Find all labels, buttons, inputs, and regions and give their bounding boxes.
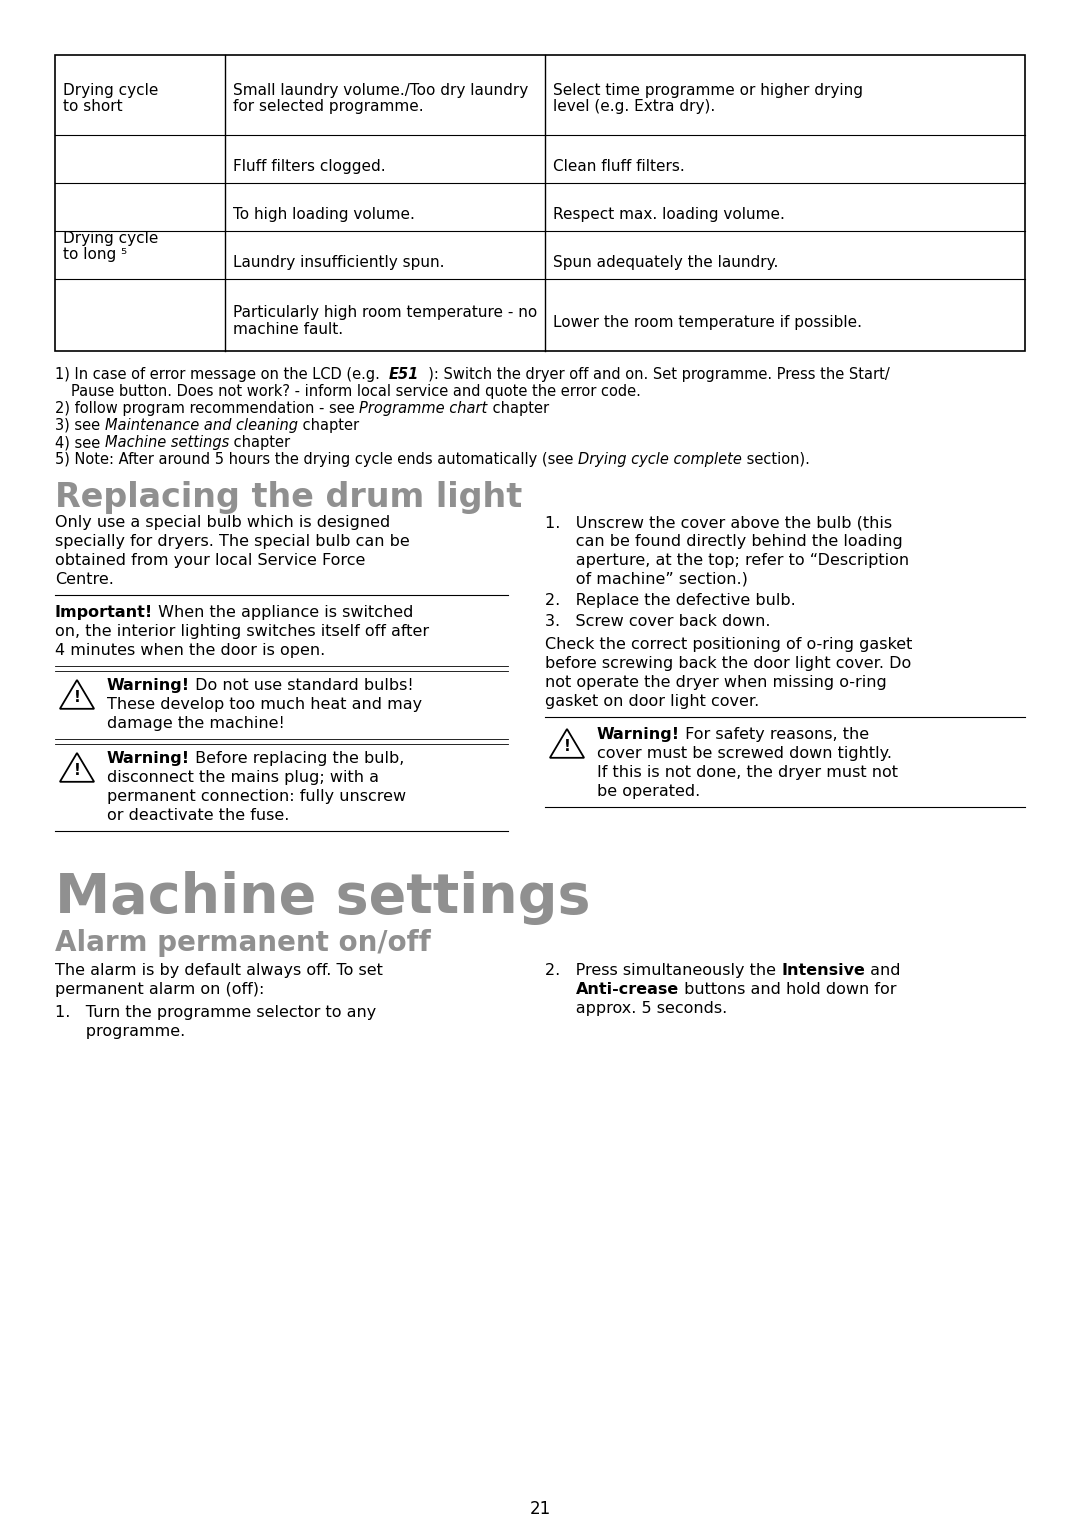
Text: 2.   Replace the defective bulb.: 2. Replace the defective bulb. xyxy=(545,593,796,609)
Text: Small laundry volume./Too dry laundry: Small laundry volume./Too dry laundry xyxy=(233,83,528,98)
Text: or deactivate the fuse.: or deactivate the fuse. xyxy=(107,807,289,823)
Text: If this is not done, the dryer must not: If this is not done, the dryer must not xyxy=(597,764,897,780)
Text: can be found directly behind the loading: can be found directly behind the loading xyxy=(545,534,903,549)
Text: before screwing back the door light cover. Do: before screwing back the door light cove… xyxy=(545,656,912,671)
Text: be operated.: be operated. xyxy=(597,784,700,800)
Text: ): Switch the dryer off and on. Set programme. Press the Start/: ): Switch the dryer off and on. Set prog… xyxy=(419,367,890,382)
Text: 4) see: 4) see xyxy=(55,434,105,450)
Text: to short: to short xyxy=(63,99,123,115)
Text: !: ! xyxy=(564,740,570,754)
Text: 1.   Turn the programme selector to any: 1. Turn the programme selector to any xyxy=(55,1005,376,1020)
Text: Only use a special bulb which is designed: Only use a special bulb which is designe… xyxy=(55,515,390,531)
Text: Respect max. loading volume.: Respect max. loading volume. xyxy=(553,206,785,222)
Text: Check the correct positioning of o-ring gasket: Check the correct positioning of o-ring … xyxy=(545,638,913,651)
Text: chapter: chapter xyxy=(298,417,359,433)
Text: to long ⁵: to long ⁵ xyxy=(63,248,127,261)
Text: Warning!: Warning! xyxy=(597,726,680,742)
Text: 2.   Press simultaneously the: 2. Press simultaneously the xyxy=(545,963,781,979)
Text: Important!: Important! xyxy=(55,605,153,619)
Text: E51: E51 xyxy=(389,367,419,382)
Text: for selected programme.: for selected programme. xyxy=(233,99,423,115)
Text: aperture, at the top; refer to “Description: aperture, at the top; refer to “Descript… xyxy=(545,553,909,567)
Text: chapter: chapter xyxy=(229,434,291,450)
Text: Lower the room temperature if possible.: Lower the room temperature if possible. xyxy=(553,315,862,330)
Text: specially for dryers. The special bulb can be: specially for dryers. The special bulb c… xyxy=(55,534,409,549)
Text: Drying cycle: Drying cycle xyxy=(63,83,159,98)
Text: To high loading volume.: To high loading volume. xyxy=(233,206,415,222)
Text: Anti-crease: Anti-crease xyxy=(576,982,679,997)
Text: Centre.: Centre. xyxy=(55,572,113,587)
Text: Warning!: Warning! xyxy=(107,677,190,693)
Text: cover must be screwed down tightly.: cover must be screwed down tightly. xyxy=(597,746,892,761)
Text: Before replacing the bulb,: Before replacing the bulb, xyxy=(190,751,405,766)
Text: 5) Note: After around 5 hours the drying cycle ends automatically (see: 5) Note: After around 5 hours the drying… xyxy=(55,453,578,466)
Text: disconnect the mains plug; with a: disconnect the mains plug; with a xyxy=(107,771,379,784)
Text: !: ! xyxy=(73,691,80,705)
Text: Replacing the drum light: Replacing the drum light xyxy=(55,482,523,514)
Text: 3.   Screw cover back down.: 3. Screw cover back down. xyxy=(545,615,770,628)
Text: !: ! xyxy=(73,763,80,778)
Text: and: and xyxy=(865,963,901,979)
Text: 4 minutes when the door is open.: 4 minutes when the door is open. xyxy=(55,644,325,657)
Text: on, the interior lighting switches itself off after: on, the interior lighting switches itsel… xyxy=(55,624,429,639)
Text: Select time programme or higher drying: Select time programme or higher drying xyxy=(553,83,863,98)
Text: Machine settings: Machine settings xyxy=(55,872,591,925)
Text: These develop too much heat and may: These develop too much heat and may xyxy=(107,697,422,713)
Text: section).: section). xyxy=(742,453,810,466)
Text: of machine” section.): of machine” section.) xyxy=(545,572,747,587)
Text: Spun adequately the laundry.: Spun adequately the laundry. xyxy=(553,255,779,271)
Text: Maintenance and cleaning: Maintenance and cleaning xyxy=(105,417,298,433)
Text: Particularly high room temperature - no: Particularly high room temperature - no xyxy=(233,304,537,320)
Text: obtained from your local Service Force: obtained from your local Service Force xyxy=(55,553,365,567)
Text: buttons and hold down for: buttons and hold down for xyxy=(679,982,896,997)
Text: Warning!: Warning! xyxy=(107,751,190,766)
Text: Pause button. Does not work? - inform local service and quote the error code.: Pause button. Does not work? - inform lo… xyxy=(71,384,640,399)
Text: Do not use standard bulbs!: Do not use standard bulbs! xyxy=(190,677,414,693)
Text: The alarm is by default always off. To set: The alarm is by default always off. To s… xyxy=(55,963,383,979)
Text: Clean fluff filters.: Clean fluff filters. xyxy=(553,159,685,174)
Text: 3) see: 3) see xyxy=(55,417,105,433)
Text: level (e.g. Extra dry).: level (e.g. Extra dry). xyxy=(553,99,715,115)
Text: Drying cycle complete: Drying cycle complete xyxy=(578,453,742,466)
Text: not operate the dryer when missing o-ring: not operate the dryer when missing o-rin… xyxy=(545,674,887,690)
Text: For safety reasons, the: For safety reasons, the xyxy=(680,726,869,742)
Text: 21: 21 xyxy=(529,1500,551,1518)
Bar xyxy=(55,55,1025,352)
Text: Laundry insufficiently spun.: Laundry insufficiently spun. xyxy=(233,255,445,271)
Text: chapter: chapter xyxy=(488,401,549,416)
Text: machine fault.: machine fault. xyxy=(233,323,343,336)
Text: 2) follow program recommendation - see: 2) follow program recommendation - see xyxy=(55,401,360,416)
Text: Drying cycle: Drying cycle xyxy=(63,231,159,246)
Text: Fluff filters clogged.: Fluff filters clogged. xyxy=(233,159,386,174)
Text: programme.: programme. xyxy=(55,1024,186,1040)
Text: 1.   Unscrew the cover above the bulb (this: 1. Unscrew the cover above the bulb (thi… xyxy=(545,515,892,531)
Text: Alarm permanent on/off: Alarm permanent on/off xyxy=(55,930,431,957)
Text: Programme chart: Programme chart xyxy=(360,401,488,416)
Text: 1) In case of error message on the LCD (e.g.: 1) In case of error message on the LCD (… xyxy=(55,367,389,382)
Text: Intensive: Intensive xyxy=(781,963,865,979)
Text: Machine settings: Machine settings xyxy=(105,434,229,450)
Text: gasket on door light cover.: gasket on door light cover. xyxy=(545,694,759,709)
Text: damage the machine!: damage the machine! xyxy=(107,716,285,731)
Text: permanent alarm on (off):: permanent alarm on (off): xyxy=(55,982,265,997)
Text: permanent connection: fully unscrew: permanent connection: fully unscrew xyxy=(107,789,406,804)
Text: approx. 5 seconds.: approx. 5 seconds. xyxy=(545,1001,727,1015)
Text: When the appliance is switched: When the appliance is switched xyxy=(153,605,414,619)
